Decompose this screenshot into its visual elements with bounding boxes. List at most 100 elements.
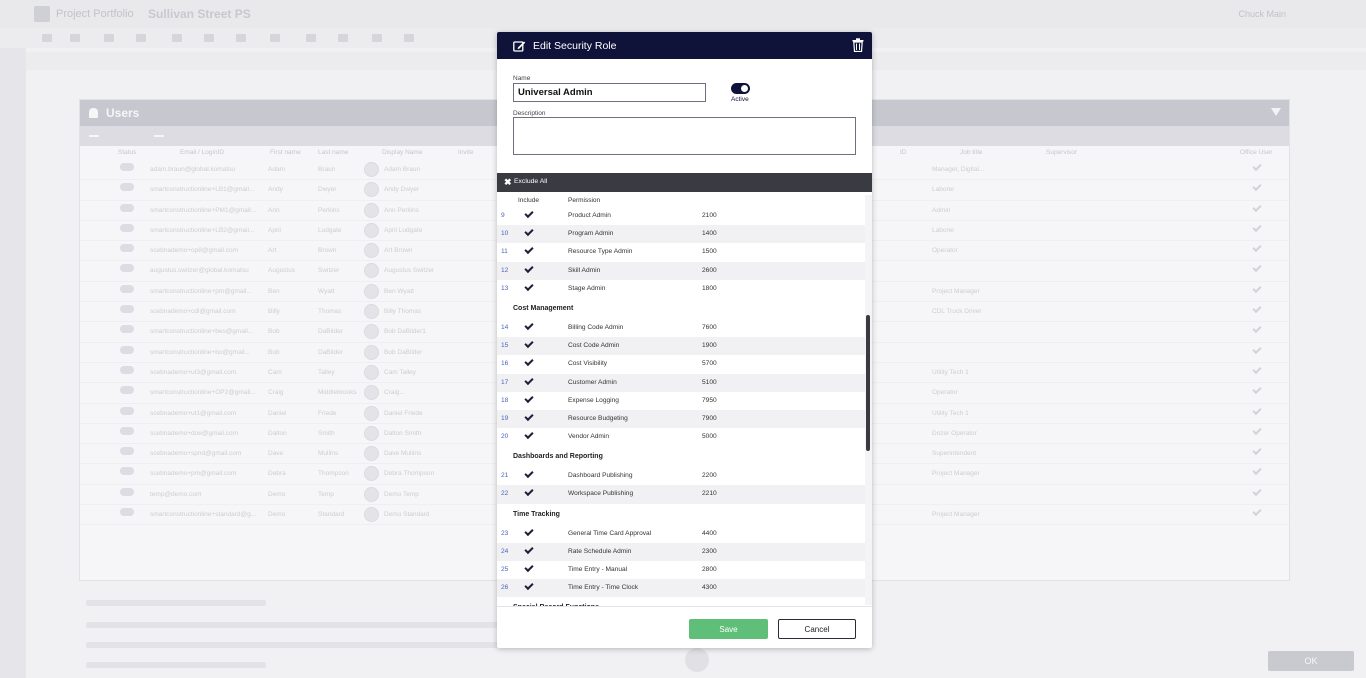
current-user: Chuck Main (1238, 9, 1286, 19)
user-first: Demo (268, 490, 286, 498)
office-user-check-icon (1252, 161, 1262, 172)
permission-row[interactable]: 20 Vendor Admin 5000 (497, 428, 865, 447)
include-check-icon[interactable] (524, 339, 534, 349)
include-check-icon[interactable] (524, 562, 534, 573)
col-include: Include (518, 197, 539, 204)
user-first: Craig (268, 389, 284, 397)
permission-row[interactable]: 26 Time Entry - Time Clock 4300 (497, 579, 865, 598)
permission-name: Vendor Admin (568, 433, 610, 441)
permission-row[interactable]: 22 Workspace Publishing 2210 (497, 485, 865, 504)
office-user-check-icon (1252, 202, 1262, 212)
user-last: Wyatt (318, 287, 335, 295)
include-check-icon[interactable] (524, 320, 534, 331)
include-check-icon[interactable] (524, 526, 534, 536)
permission-row[interactable]: 24 Rate Schedule Admin 2300 (497, 542, 865, 561)
permission-row[interactable]: 11 Resource Type Admin 1500 (497, 243, 865, 262)
include-check-icon[interactable] (524, 263, 534, 273)
user-display: Cam Talley (384, 368, 417, 376)
permissions-list[interactable]: 9 Product Admin 2100 10 Program Admin 1400 11 R… (497, 207, 865, 607)
save-button[interactable]: Save (689, 619, 768, 639)
user-last: Standard (318, 511, 345, 519)
permission-row[interactable]: 18 Expense Logging 7950 (497, 391, 865, 410)
include-check-icon[interactable] (524, 411, 534, 421)
avatar (364, 385, 379, 401)
include-check-icon[interactable] (524, 544, 534, 554)
permission-row[interactable]: 16 Cost Visibility 5700 (497, 355, 865, 374)
active-toggle[interactable] (731, 83, 750, 94)
permission-index: 13 (501, 284, 509, 292)
user-first: Ann (268, 206, 280, 214)
user-job: CDL Truck Driver (932, 308, 982, 316)
user-display: Ann Perkins (384, 206, 420, 214)
permissions-scrollbar-thumb[interactable] (866, 315, 870, 451)
avatar (364, 304, 379, 320)
permission-row[interactable]: 9 Product Admin 2100 (497, 207, 865, 226)
include-check-icon[interactable] (524, 227, 534, 237)
include-check-icon[interactable] (524, 208, 534, 219)
status-toggle-icon (120, 426, 134, 435)
permission-row[interactable]: 10 Program Admin 1400 (497, 225, 865, 244)
office-user-check-icon (1252, 446, 1262, 456)
avatar (364, 466, 379, 482)
dialog-header: Edit Security Role (497, 32, 872, 59)
user-first: Bob (268, 328, 280, 336)
delete-trash-icon[interactable] (852, 38, 864, 55)
include-check-icon[interactable] (524, 357, 534, 367)
status-toggle-icon (120, 244, 134, 253)
avatar (364, 405, 379, 421)
avatar (364, 283, 379, 299)
include-check-icon[interactable] (524, 375, 534, 385)
permission-group-header: Time Tracking (497, 503, 865, 525)
users-column-headers: Status Email / LoginID First name Last name… (80, 146, 1289, 160)
permission-row[interactable]: 25 Time Entry - Manual 2800 (497, 561, 865, 580)
include-check-icon[interactable] (524, 429, 534, 440)
description-label: Description (513, 110, 546, 117)
users-column-header: Supervisor (1046, 149, 1078, 156)
name-input[interactable] (513, 83, 706, 102)
permission-name: Rate Schedule Admin (568, 547, 632, 555)
user-first: Cam (268, 368, 282, 376)
user-job: Project Manager (932, 287, 980, 295)
exclude-all-button[interactable]: ✖ Exclude All (497, 173, 872, 192)
permission-code: 7900 (702, 414, 717, 422)
avatar (364, 263, 379, 279)
include-check-icon[interactable] (524, 245, 534, 255)
col-permission: Permission (568, 197, 601, 204)
user-job: Laborer (932, 186, 955, 194)
user-job: Admin (932, 206, 951, 214)
permission-index: 10 (501, 230, 509, 238)
background-left-rail (0, 48, 26, 678)
user-job: Superintendent (932, 450, 977, 458)
include-check-icon[interactable] (524, 581, 534, 591)
cancel-button[interactable]: Cancel (778, 619, 856, 639)
office-user-check-icon (1252, 385, 1262, 395)
user-last: Brown (318, 247, 337, 255)
permission-row[interactable]: 23 General Time Card Approval 4400 (497, 524, 865, 543)
include-check-icon[interactable] (524, 393, 534, 403)
permission-index: 9 (501, 212, 505, 219)
permission-code: 2300 (702, 547, 717, 555)
permission-row[interactable]: 14 Billing Code Admin 7600 (497, 318, 865, 338)
status-toggle-icon (120, 386, 134, 395)
permission-index: 22 (501, 490, 509, 498)
permission-index: 21 (501, 472, 509, 480)
permission-row[interactable]: 19 Resource Budgeting 7900 (497, 409, 865, 429)
permission-index: 11 (501, 248, 508, 256)
permission-group-name: Time Tracking (513, 510, 560, 518)
permission-row[interactable]: 21 Dashboard Publishing 2200 (497, 467, 865, 486)
user-job: Utility Tech 1 (932, 368, 969, 376)
include-check-icon[interactable] (524, 281, 534, 291)
permission-name: Cost Code Admin (568, 342, 620, 350)
status-toggle-icon (120, 345, 134, 354)
include-check-icon[interactable] (524, 487, 534, 497)
permission-index: 14 (501, 323, 509, 331)
permission-index: 17 (501, 378, 509, 386)
permission-row[interactable]: 13 Stage Admin 1800 (497, 279, 865, 298)
description-input[interactable] (513, 117, 856, 155)
permission-row[interactable]: 12 Skill Admin 2600 (497, 261, 865, 280)
permission-row[interactable]: 15 Cost Code Admin 1900 (497, 337, 865, 356)
permission-row[interactable]: 17 Customer Admin 5100 (497, 373, 865, 392)
include-check-icon[interactable] (524, 469, 534, 479)
permission-group-header: Dashboards and Reporting (497, 446, 865, 468)
user-last: Dwyer (318, 186, 337, 194)
